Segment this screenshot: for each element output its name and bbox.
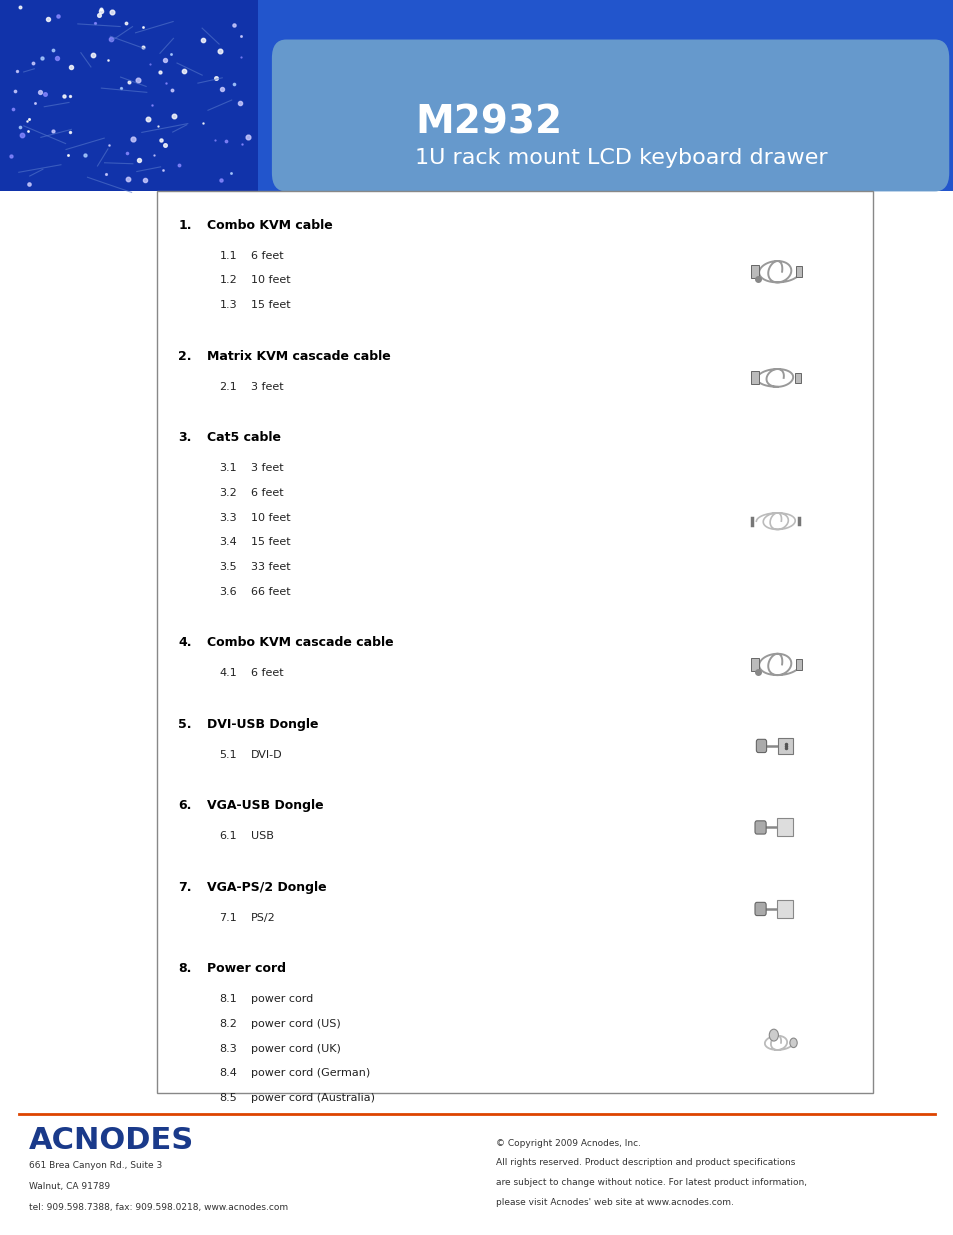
Text: 1.3: 1.3	[219, 300, 236, 310]
Text: All rights reserved. Product description and product specifications: All rights reserved. Product description…	[496, 1158, 795, 1167]
FancyBboxPatch shape	[777, 737, 792, 755]
Text: Walnut, CA 91789: Walnut, CA 91789	[29, 1182, 110, 1191]
Text: 8.1: 8.1	[219, 994, 237, 1004]
Text: 3.4: 3.4	[219, 537, 237, 547]
Text: 10 feet: 10 feet	[251, 513, 291, 522]
Text: 7.1: 7.1	[219, 913, 237, 923]
Text: 661 Brea Canyon Rd., Suite 3: 661 Brea Canyon Rd., Suite 3	[29, 1161, 162, 1170]
Text: power cord: power cord	[251, 994, 313, 1004]
Text: 8.2: 8.2	[219, 1019, 237, 1029]
Text: 7.: 7.	[178, 881, 192, 894]
Text: 3.2: 3.2	[219, 488, 237, 498]
Text: Cat5 cable: Cat5 cable	[207, 431, 281, 445]
Text: 3.1: 3.1	[219, 463, 236, 473]
FancyBboxPatch shape	[776, 900, 792, 918]
Text: 1.1: 1.1	[219, 251, 236, 261]
Text: 1.2: 1.2	[219, 275, 237, 285]
Text: 1.: 1.	[178, 219, 192, 232]
Text: power cord (US): power cord (US)	[251, 1019, 340, 1029]
Text: 4.: 4.	[178, 636, 192, 650]
FancyBboxPatch shape	[751, 372, 758, 384]
Text: USB: USB	[251, 831, 274, 841]
Text: 8.4: 8.4	[219, 1068, 237, 1078]
Text: power cord (UK): power cord (UK)	[251, 1044, 340, 1053]
Text: tel: 909.598.7388, fax: 909.598.0218, www.acnodes.com: tel: 909.598.7388, fax: 909.598.0218, ww…	[29, 1203, 288, 1212]
FancyBboxPatch shape	[754, 903, 765, 915]
Text: 15 feet: 15 feet	[251, 300, 291, 310]
Text: M2932: M2932	[415, 104, 561, 142]
Text: Matrix KVM cascade cable: Matrix KVM cascade cable	[207, 350, 391, 363]
Text: 6 feet: 6 feet	[251, 251, 283, 261]
FancyBboxPatch shape	[751, 658, 758, 671]
Text: Power cord: Power cord	[207, 962, 286, 976]
Text: 6.1: 6.1	[219, 831, 236, 841]
Text: DVI-USB Dongle: DVI-USB Dongle	[207, 718, 318, 731]
Text: 6 feet: 6 feet	[251, 668, 283, 678]
FancyBboxPatch shape	[795, 659, 801, 669]
Text: 6.: 6.	[178, 799, 192, 813]
Text: 8.5: 8.5	[219, 1093, 237, 1103]
FancyBboxPatch shape	[157, 191, 872, 1093]
FancyBboxPatch shape	[794, 373, 801, 383]
FancyBboxPatch shape	[754, 821, 765, 834]
Text: 33 feet: 33 feet	[251, 562, 291, 572]
FancyBboxPatch shape	[0, 0, 953, 191]
Text: 6 feet: 6 feet	[251, 488, 283, 498]
Circle shape	[789, 1039, 797, 1047]
Text: please visit Acnodes' web site at www.acnodes.com.: please visit Acnodes' web site at www.ac…	[496, 1198, 733, 1207]
Text: Combo KVM cable: Combo KVM cable	[207, 219, 333, 232]
Text: ACNODES: ACNODES	[29, 1126, 193, 1155]
Text: 1U rack mount LCD keyboard drawer: 1U rack mount LCD keyboard drawer	[415, 148, 827, 168]
Circle shape	[768, 1029, 778, 1041]
Text: © Copyright 2009 Acnodes, Inc.: © Copyright 2009 Acnodes, Inc.	[496, 1139, 640, 1147]
Text: 3.5: 3.5	[219, 562, 236, 572]
Text: 2.1: 2.1	[219, 382, 237, 391]
FancyBboxPatch shape	[776, 819, 792, 836]
Text: 10 feet: 10 feet	[251, 275, 291, 285]
Text: 3 feet: 3 feet	[251, 382, 283, 391]
Text: 3.3: 3.3	[219, 513, 236, 522]
FancyBboxPatch shape	[272, 40, 948, 191]
FancyBboxPatch shape	[751, 266, 758, 278]
Text: PS/2: PS/2	[251, 913, 275, 923]
Text: power cord (German): power cord (German)	[251, 1068, 370, 1078]
Text: VGA-USB Dongle: VGA-USB Dongle	[207, 799, 323, 813]
Text: 2.: 2.	[178, 350, 192, 363]
Text: 66 feet: 66 feet	[251, 587, 291, 597]
Text: are subject to change without notice. For latest product information,: are subject to change without notice. Fo…	[496, 1178, 806, 1187]
Text: 8.3: 8.3	[219, 1044, 237, 1053]
Text: 5.: 5.	[178, 718, 192, 731]
Text: 15 feet: 15 feet	[251, 537, 291, 547]
Text: 8.: 8.	[178, 962, 192, 976]
FancyBboxPatch shape	[795, 267, 801, 277]
FancyBboxPatch shape	[756, 740, 766, 752]
Text: 3.6: 3.6	[219, 587, 236, 597]
Text: Combo KVM cascade cable: Combo KVM cascade cable	[207, 636, 394, 650]
Text: VGA-PS/2 Dongle: VGA-PS/2 Dongle	[207, 881, 326, 894]
Text: power cord (Australia): power cord (Australia)	[251, 1093, 375, 1103]
Text: DVI-D: DVI-D	[251, 750, 282, 760]
FancyBboxPatch shape	[0, 0, 257, 191]
Text: 4.1: 4.1	[219, 668, 237, 678]
Text: 5.1: 5.1	[219, 750, 236, 760]
Text: 3 feet: 3 feet	[251, 463, 283, 473]
Text: 3.: 3.	[178, 431, 192, 445]
